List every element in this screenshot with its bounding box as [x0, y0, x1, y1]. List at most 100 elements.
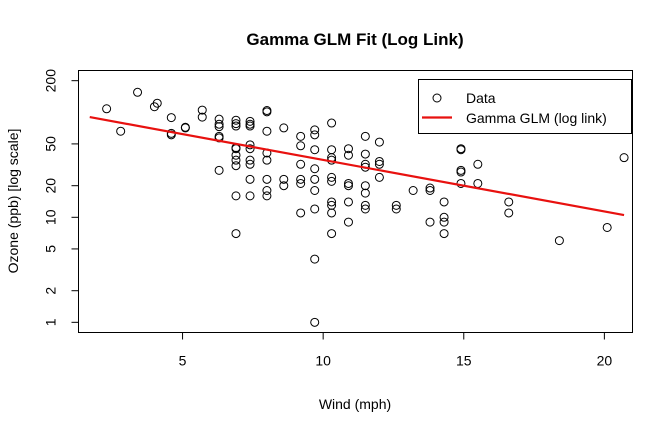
data-point [279, 181, 289, 191]
data-point [343, 144, 353, 154]
data-point [343, 197, 353, 207]
data-point [425, 183, 435, 193]
data-point [343, 178, 353, 188]
y-tick-label-3: 10 [43, 209, 59, 225]
data-point [231, 161, 241, 171]
x-axis: 5 10 15 20 [179, 332, 613, 369]
data-point [343, 181, 353, 191]
data-point [310, 185, 320, 195]
y-tick-label-1: 2 [43, 287, 59, 295]
data-point [180, 122, 190, 132]
data-point [262, 191, 272, 201]
data-point [231, 191, 241, 201]
data-point [504, 208, 514, 218]
data-point [262, 155, 272, 165]
x-tick-label-0: 5 [179, 353, 187, 369]
data-point [197, 105, 207, 115]
data-point [245, 144, 255, 154]
data-point [602, 222, 612, 232]
data-point [310, 204, 320, 214]
data-point [310, 164, 320, 174]
legend-data-symbol [432, 93, 442, 103]
data-point [327, 229, 337, 239]
data-point [456, 167, 466, 177]
data-point [425, 185, 435, 195]
data-point [374, 156, 384, 166]
data-point [374, 172, 384, 182]
fit-line-layer [89, 116, 625, 217]
data-point [343, 150, 353, 160]
x-tick-label-1: 10 [315, 353, 331, 369]
legend-data-label: Data [466, 90, 496, 106]
chart-title: Gamma GLM Fit (Log Link) [246, 30, 463, 49]
data-point [279, 174, 289, 184]
data-point [231, 115, 241, 125]
data-point [133, 87, 143, 97]
data-point [245, 174, 255, 184]
x-axis-label: Wind (mph) [319, 396, 391, 412]
data-point [374, 137, 384, 147]
data-point [231, 119, 241, 129]
data-point [296, 178, 306, 188]
data-point [439, 197, 449, 207]
data-point [473, 159, 483, 169]
data-point [245, 121, 255, 131]
data-point [439, 217, 449, 227]
legend: Data Gamma GLM (log link) [418, 79, 632, 134]
data-point [245, 191, 255, 201]
y-tick-label-0: 1 [43, 318, 59, 326]
data-point [439, 229, 449, 239]
data-point [214, 122, 224, 132]
data-point [214, 119, 224, 129]
data-point [327, 176, 337, 186]
data-point [245, 116, 255, 126]
data-point [262, 126, 272, 136]
data-point [262, 185, 272, 195]
legend-box [418, 79, 632, 134]
data-point [262, 174, 272, 184]
data-point [327, 197, 337, 207]
data-point [102, 104, 112, 114]
y-tick-label-2: 5 [43, 245, 59, 253]
data-point [360, 188, 370, 198]
data-point [231, 155, 241, 165]
data-point [262, 107, 272, 117]
data-point [343, 217, 353, 227]
data-point [231, 150, 241, 160]
data-point [439, 212, 449, 222]
data-point [245, 155, 255, 165]
data-point [296, 208, 306, 218]
data-point [391, 200, 401, 210]
data-point [619, 153, 629, 163]
data-point [231, 229, 241, 239]
data-point [310, 125, 320, 135]
y-tick-label-5: 50 [43, 136, 59, 152]
data-point [360, 131, 370, 141]
data-point [310, 145, 320, 155]
data-point [327, 208, 337, 218]
data-point [310, 317, 320, 327]
data-point [166, 113, 176, 123]
y-tick-label-4: 20 [43, 178, 59, 194]
data-point [296, 174, 306, 184]
data-point [296, 131, 306, 141]
data-point [327, 118, 337, 128]
data-point [374, 159, 384, 169]
data-point [310, 254, 320, 264]
x-tick-label-2: 15 [456, 353, 472, 369]
data-point [360, 181, 370, 191]
data-point [214, 165, 224, 175]
y-tick-label-6: 200 [43, 69, 59, 93]
y-axis: 1 2 5 10 20 50 200 [43, 69, 79, 326]
x-tick-label-3: 20 [597, 353, 613, 369]
data-point [245, 159, 255, 169]
data-point [360, 204, 370, 214]
data-point [360, 200, 370, 210]
data-point [408, 185, 418, 195]
data-point [231, 121, 241, 131]
data-point [296, 159, 306, 169]
data-point [391, 204, 401, 214]
data-point [456, 145, 466, 155]
